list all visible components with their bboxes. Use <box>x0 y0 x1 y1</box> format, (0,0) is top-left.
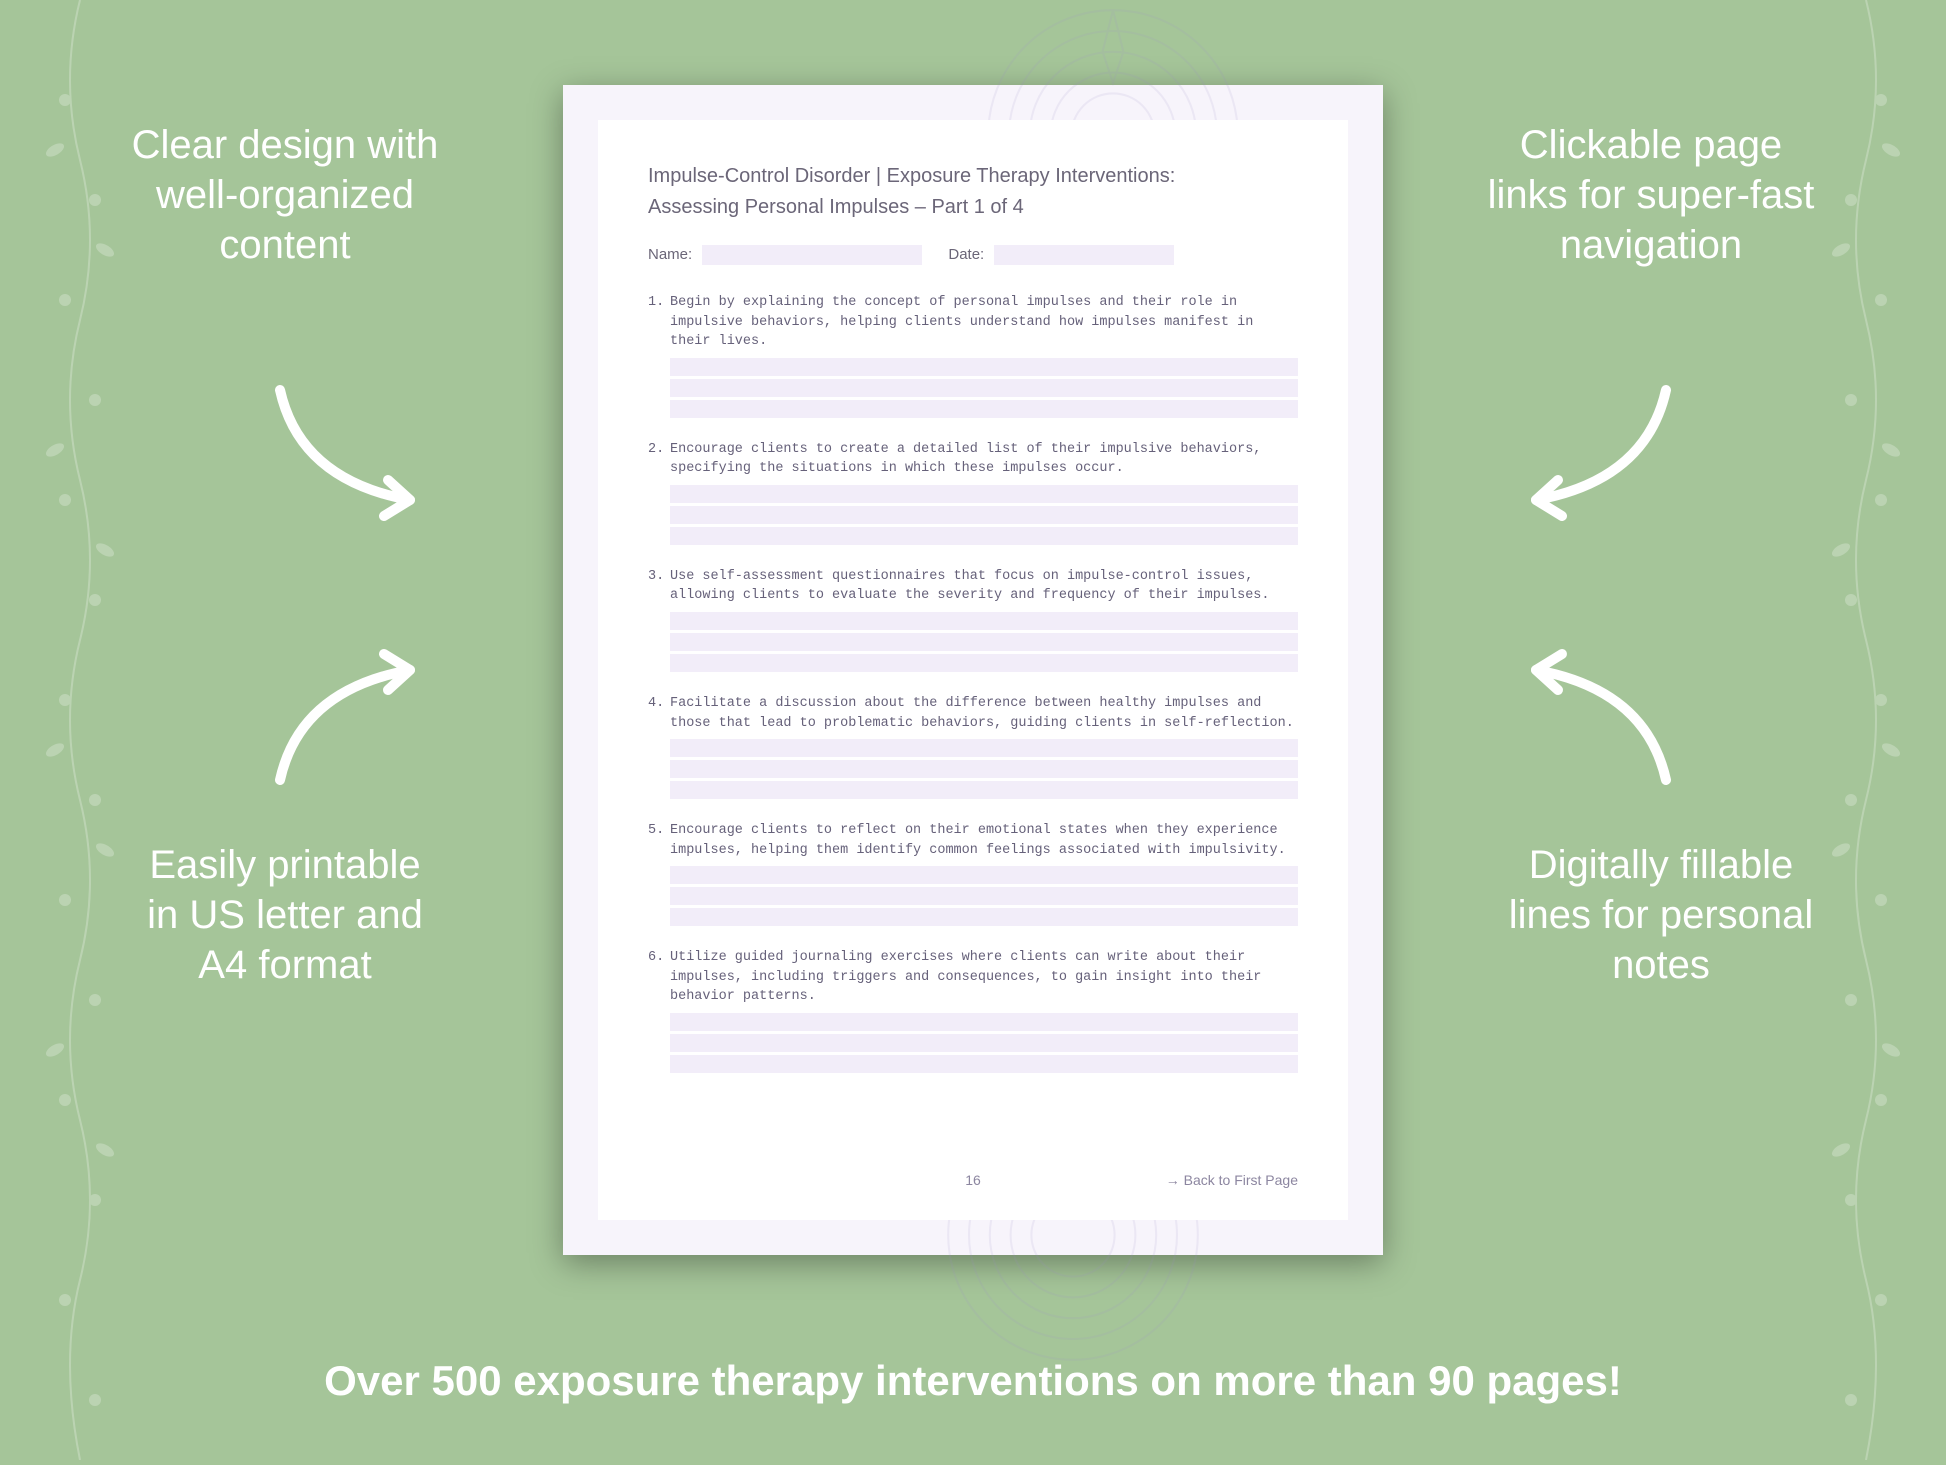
callout-top-left: Clear design with well-organized content <box>130 120 440 270</box>
item-text: Encourage clients to create a detailed l… <box>670 440 1298 479</box>
fill-line[interactable] <box>670 485 1298 503</box>
worksheet-item: 3.Use self-assessment questionnaires tha… <box>648 567 1298 672</box>
name-label: Name: <box>648 246 692 263</box>
callout-bottom-right: Digitally fillable lines for personal no… <box>1506 840 1816 990</box>
page-number: 16 <box>965 1172 981 1188</box>
fill-line[interactable] <box>670 887 1298 905</box>
worksheet-item: 2.Encourage clients to create a detailed… <box>648 440 1298 545</box>
worksheet-item: 1.Begin by explaining the concept of per… <box>648 293 1298 418</box>
item-text: Facilitate a discussion about the differ… <box>670 694 1298 733</box>
date-label: Date: <box>948 246 984 263</box>
arrow-icon-bl <box>260 640 440 800</box>
fill-line[interactable] <box>670 527 1298 545</box>
callout-bottom-left: Easily printable in US letter and A4 for… <box>130 840 440 990</box>
item-number: 3. <box>648 567 670 672</box>
fill-line[interactable] <box>670 1013 1298 1031</box>
item-text: Use self-assessment questionnaires that … <box>670 567 1298 606</box>
arrow-icon-tl <box>260 370 440 530</box>
item-number: 2. <box>648 440 670 545</box>
document-page: Impulse-Control Disorder | Exposure Ther… <box>563 85 1383 1255</box>
doc-title-line1: Impulse-Control Disorder | Exposure Ther… <box>648 160 1298 192</box>
worksheet-item: 6.Utilize guided journaling exercises wh… <box>648 948 1298 1073</box>
vine-decoration-left <box>20 0 140 1460</box>
fill-line[interactable] <box>670 358 1298 376</box>
item-number: 4. <box>648 694 670 799</box>
fill-line[interactable] <box>670 506 1298 524</box>
fill-line[interactable] <box>670 1034 1298 1052</box>
name-date-row: Name: Date: <box>648 245 1298 265</box>
fill-line[interactable] <box>670 908 1298 926</box>
date-input[interactable] <box>994 245 1174 265</box>
worksheet-item: 5.Encourage clients to reflect on their … <box>648 821 1298 926</box>
back-to-first-link[interactable]: → Back to First Page <box>1166 1172 1298 1188</box>
item-text: Utilize guided journaling exercises wher… <box>670 948 1298 1007</box>
item-number: 1. <box>648 293 670 418</box>
fill-line[interactable] <box>670 760 1298 778</box>
name-input[interactable] <box>702 245 922 265</box>
vine-decoration-right <box>1806 0 1926 1460</box>
fill-line[interactable] <box>670 654 1298 672</box>
fill-line[interactable] <box>670 739 1298 757</box>
doc-title-line2: Assessing Personal Impulses – Part 1 of … <box>648 196 1298 219</box>
item-text: Begin by explaining the concept of perso… <box>670 293 1298 352</box>
fill-line[interactable] <box>670 633 1298 651</box>
arrow-icon-tr <box>1506 370 1686 530</box>
item-number: 6. <box>648 948 670 1073</box>
fill-line[interactable] <box>670 1055 1298 1073</box>
worksheet-item: 4.Facilitate a discussion about the diff… <box>648 694 1298 799</box>
fill-line[interactable] <box>670 781 1298 799</box>
fill-line[interactable] <box>670 379 1298 397</box>
item-text: Encourage clients to reflect on their em… <box>670 821 1298 860</box>
arrow-icon-br <box>1506 640 1686 800</box>
fill-line[interactable] <box>670 866 1298 884</box>
page-content: Impulse-Control Disorder | Exposure Ther… <box>598 120 1348 1220</box>
callout-top-right: Clickable page links for super-fast navi… <box>1486 120 1816 270</box>
item-number: 5. <box>648 821 670 926</box>
fill-line[interactable] <box>670 400 1298 418</box>
fill-line[interactable] <box>670 612 1298 630</box>
